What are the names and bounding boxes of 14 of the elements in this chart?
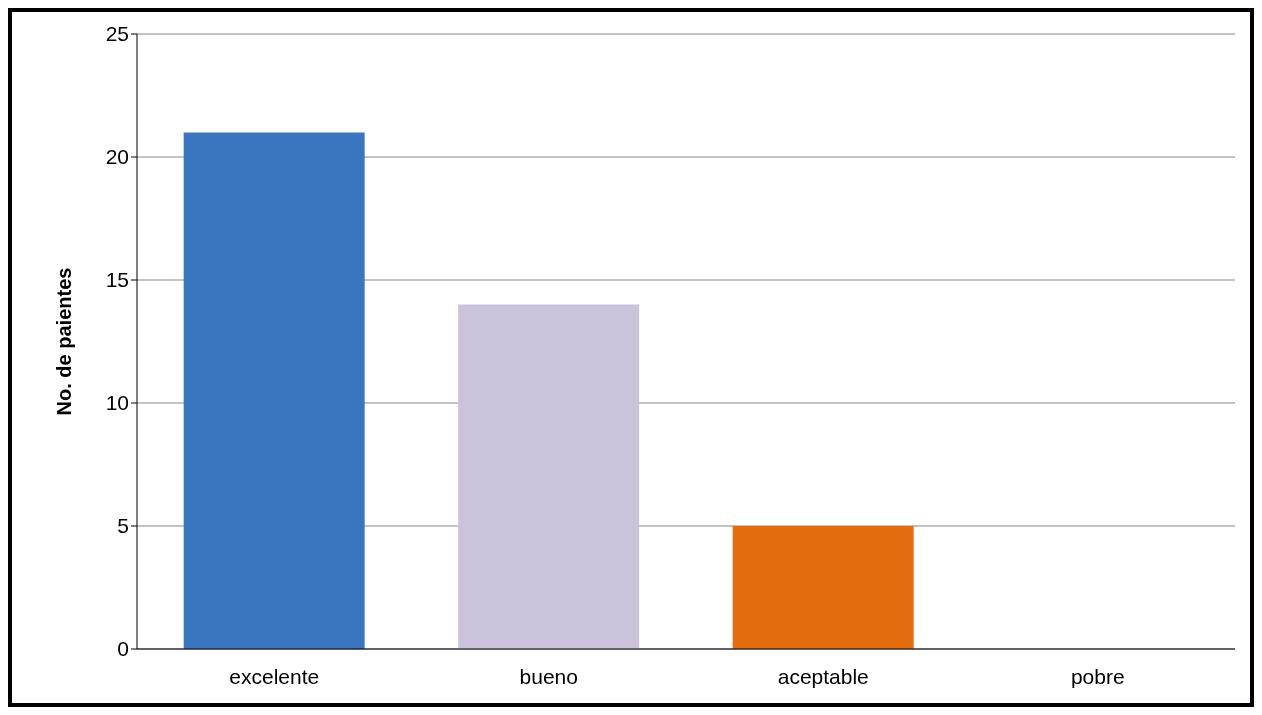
x-tick-label: aceptable [777,664,869,688]
x-tick-label: bueno [519,664,578,688]
y-tick-label: 20 [105,145,129,169]
x-tick-label: pobre [1070,664,1125,688]
y-tick-label: 5 [117,514,129,538]
x-tick-label: excelente [229,664,320,688]
y-tick-label: 15 [105,268,129,292]
bar [183,132,365,649]
bar [458,304,640,649]
y-axis-title: No. de paientes [53,267,76,416]
y-tick-label: 25 [105,22,129,46]
y-tick-label: 0 [117,637,129,661]
y-tick-label: 10 [105,391,129,415]
bar [732,526,914,649]
